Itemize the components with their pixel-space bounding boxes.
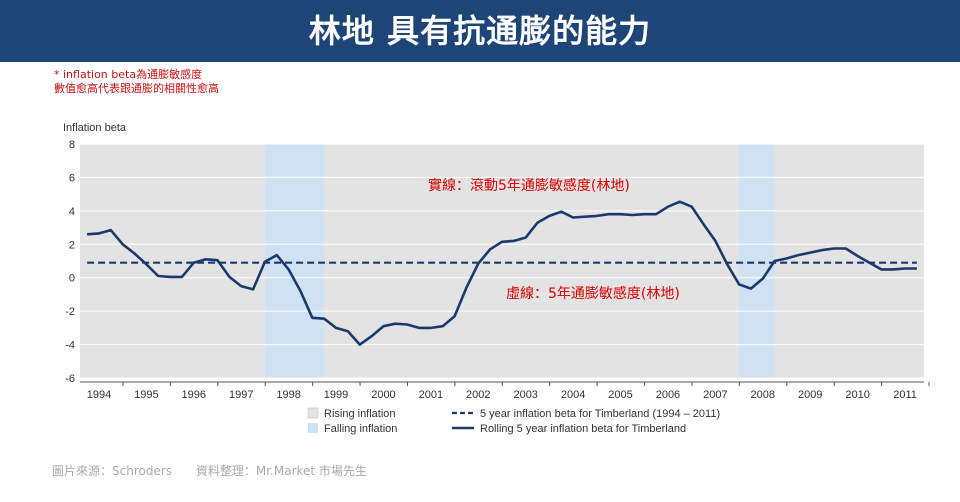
x-tick-label: 2011 [893, 389, 917, 401]
x-tick-label: 2009 [798, 389, 822, 401]
note-line-2: 數值愈高代表跟通膨的相關性愈高 [54, 82, 219, 95]
x-tick-label: 1999 [324, 389, 348, 401]
inflation-beta-note: * inflation beta為通膨敏感度 數值愈高代表跟通膨的相關性愈高 [54, 68, 219, 96]
legend-label-solid: Rolling 5 year inflation beta for Timber… [480, 423, 686, 435]
y-axis-title: Inflation beta [63, 122, 127, 134]
x-tick-label: 2007 [703, 389, 727, 401]
y-tick-label: 4 [69, 206, 75, 218]
rising-inflation-band-0 [80, 144, 924, 378]
image-source: 圖片來源：Schroders [52, 464, 173, 478]
x-tick-label: 2001 [419, 389, 443, 401]
legend-label-rising: Rising inflation [324, 408, 396, 420]
x-tick-label: 2004 [561, 389, 585, 401]
x-tick-label: 2000 [371, 389, 395, 401]
legend-swatch-falling [308, 423, 318, 433]
falling-inflation-band-2 [739, 144, 775, 378]
legend-label-dashed: 5 year inflation beta for Timberland (19… [480, 408, 720, 420]
series-line-rolling-beta [87, 200, 917, 346]
page-title: 林地 具有抗通膨的能力 [0, 0, 960, 62]
y-tick-label: 2 [69, 239, 75, 251]
legend-label-falling: Falling inflation [324, 423, 397, 435]
y-tick-label: 8 [69, 139, 75, 151]
legend-swatch-rising [307, 407, 319, 419]
x-tick-label: 1994 [87, 389, 111, 401]
falling-inflation-band-1 [264, 144, 325, 378]
y-tick-label: 0 [69, 273, 75, 285]
x-tick-label: 2008 [751, 389, 775, 401]
x-tick-label: 2006 [656, 389, 680, 401]
source-footer: 圖片來源：Schroders 資料整理：Mr.Market 市場先生 [52, 462, 367, 479]
x-tick-label: 2002 [466, 389, 490, 401]
annotation-dashed-line: 虛線：5年通膨敏感度(林地) [506, 285, 680, 302]
y-tick-label: 6 [69, 172, 75, 184]
note-line-1: * inflation beta為通膨敏感度 [54, 68, 203, 81]
y-tick-label: -2 [65, 306, 75, 318]
y-tick-label: -4 [65, 340, 75, 352]
x-tick-label: 2005 [608, 389, 632, 401]
x-tick-label: 1996 [182, 389, 206, 401]
data-compiled-by: 資料整理：Mr.Market 市場先生 [195, 464, 367, 478]
x-tick-label: 1998 [276, 389, 300, 401]
x-tick-label: 2003 [513, 389, 537, 401]
y-tick-label: -6 [65, 373, 75, 385]
x-tick-label: 1995 [134, 389, 158, 401]
annotation-solid-line: 實線：滾動5年通膨敏感度(林地) [428, 177, 630, 194]
x-tick-label: 2010 [845, 389, 869, 401]
x-tick-label: 1997 [229, 389, 253, 401]
